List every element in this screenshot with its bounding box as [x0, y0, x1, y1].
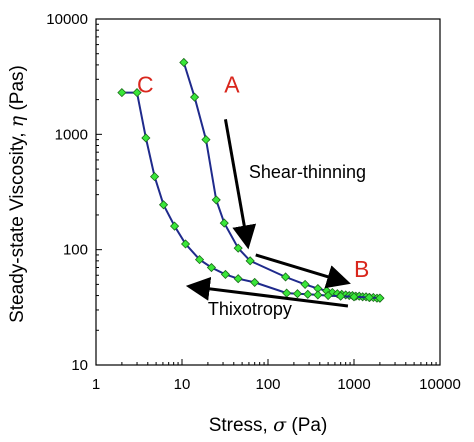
x-tick-label: 10	[174, 376, 191, 393]
data-point	[280, 272, 291, 282]
data-point	[206, 262, 217, 273]
y-tick-label: 10000	[46, 11, 88, 28]
data-point	[364, 292, 374, 303]
y-tick-label: 100	[63, 242, 88, 259]
data-point	[375, 293, 385, 303]
data-point	[158, 200, 169, 210]
data-point	[303, 289, 313, 299]
data-point	[201, 135, 211, 145]
annotation-arrow	[223, 119, 257, 250]
annotation-arrow	[185, 276, 349, 308]
y-axis-title-prefix: Steady-state Viscosity,	[7, 127, 28, 323]
annotation-arrow	[255, 253, 351, 289]
data-point	[300, 279, 310, 289]
annotations: A C B Shear-thinning Thixotropy	[137, 72, 369, 320]
data-point	[292, 289, 303, 299]
axis-ticks	[95, 23, 437, 366]
y-axis-title-suffix: (Pas)	[7, 65, 28, 116]
x-axis-title: Stress, σ (Pa)	[209, 414, 328, 436]
data-point	[211, 195, 221, 205]
annotation-label: Shear-thinning	[249, 162, 366, 182]
data-point	[170, 221, 180, 231]
data-point	[250, 277, 260, 287]
data-point	[141, 133, 151, 143]
data-point	[132, 88, 142, 98]
curve-label: C	[137, 72, 154, 98]
curve-label: B	[354, 256, 369, 282]
x-tick-label: 10000	[419, 376, 461, 393]
data-point	[179, 57, 189, 68]
y-tick-label: 1000	[55, 126, 88, 143]
data-point	[282, 288, 292, 298]
data-point	[313, 290, 323, 300]
curve-label: A	[224, 72, 240, 98]
x-tick-label: 1000	[337, 376, 370, 393]
x-tick-label: 100	[255, 376, 280, 393]
data-point	[233, 274, 243, 284]
series-line	[121, 91, 380, 300]
data-point	[194, 255, 205, 265]
x-axis-title-prefix: Stress,	[209, 415, 273, 436]
annotation-label: Thixotropy	[208, 299, 292, 319]
y-tick-label: 10	[71, 357, 88, 374]
y-axis-title: Steady-state Viscosity, η (Pas)	[6, 65, 28, 323]
annotation-arrows	[185, 119, 351, 308]
data-point	[180, 239, 191, 249]
x-axis-title-symbol: σ	[273, 414, 287, 436]
data-point	[219, 218, 229, 228]
data-series	[117, 57, 385, 303]
data-point	[336, 291, 346, 301]
data-point	[349, 292, 359, 302]
data-point	[245, 256, 255, 266]
data-point	[190, 92, 200, 102]
data-point	[117, 88, 127, 98]
data-point	[220, 269, 231, 279]
x-axis-title-suffix: (Pa)	[286, 415, 327, 436]
x-tick-label: 1	[92, 376, 100, 393]
data-point	[323, 290, 333, 301]
data-point	[150, 172, 160, 182]
y-axis-title-symbol: η	[6, 115, 28, 127]
